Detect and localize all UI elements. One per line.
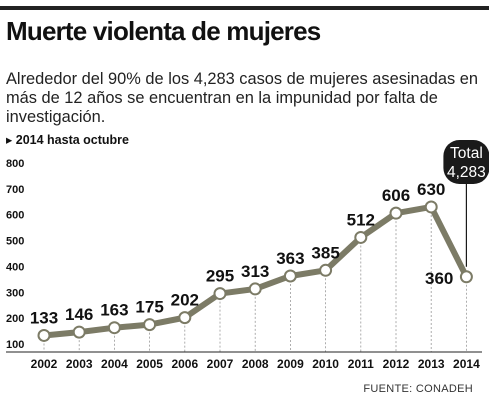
y-axis-ticks: 800 700 600 500 400 300 200 100 xyxy=(6,158,24,351)
data-point xyxy=(37,328,51,342)
data-point xyxy=(389,206,403,220)
data-point xyxy=(424,200,438,214)
source-note: FUENTE: CONADEH xyxy=(363,383,473,395)
grid-lines xyxy=(43,214,467,352)
x-tick-label: 2011 xyxy=(348,357,374,371)
y-tick-label: 100 xyxy=(6,339,24,351)
chart-note: ▸ 2014 hasta octubre xyxy=(6,133,129,147)
x-tick-label: 2002 xyxy=(31,357,58,371)
data-point xyxy=(319,263,333,277)
data-label: 163 xyxy=(100,301,128,320)
x-tick-label: 2003 xyxy=(66,357,93,371)
data-label: 295 xyxy=(206,267,234,286)
data-point xyxy=(143,318,157,332)
data-label: 175 xyxy=(135,298,163,317)
top-rule xyxy=(0,6,489,10)
x-tick-label: 2009 xyxy=(277,357,304,371)
data-point xyxy=(283,269,297,283)
data-label: 313 xyxy=(241,262,269,281)
total-label: Total xyxy=(450,145,483,162)
x-tick-label: 2008 xyxy=(242,357,269,371)
data-label: 512 xyxy=(347,210,375,229)
data-point xyxy=(107,321,121,335)
total-value: 4,283 xyxy=(447,164,486,181)
data-point xyxy=(459,270,473,284)
data-label: 133 xyxy=(30,308,58,327)
data-labels: 133 146 163 175 202 295 313 363 385 512 606 630 360 xyxy=(30,180,454,328)
data-point xyxy=(178,311,192,325)
x-tick-label: 2004 xyxy=(101,357,128,371)
data-point xyxy=(354,230,368,244)
data-point xyxy=(248,282,262,296)
y-tick-label: 700 xyxy=(6,184,24,196)
y-tick-label: 300 xyxy=(6,287,24,299)
x-tick-label: 2014 xyxy=(453,357,480,371)
data-point xyxy=(213,287,227,301)
x-tick-label: 2010 xyxy=(312,357,339,371)
x-tick-label: 2005 xyxy=(136,357,163,371)
y-tick-label: 200 xyxy=(6,313,24,325)
x-tick-label: 2012 xyxy=(383,357,410,371)
data-label: 146 xyxy=(65,305,93,324)
data-label: 606 xyxy=(382,186,410,205)
data-label: 202 xyxy=(171,291,199,310)
data-label: 360 xyxy=(425,269,453,288)
data-label: 630 xyxy=(417,180,445,199)
x-tick-label: 2013 xyxy=(418,357,445,371)
data-label: 363 xyxy=(276,249,304,268)
data-point xyxy=(72,325,86,339)
chart-title: Muerte violenta de mujeres xyxy=(6,16,321,46)
x-axis-ticks: 2002 2003 2004 2005 2006 2007 2008 2009 2010 2011… xyxy=(31,357,480,371)
data-points xyxy=(37,200,473,342)
y-tick-label: 600 xyxy=(6,210,24,222)
total-badge-bg xyxy=(443,140,489,184)
y-tick-label: 400 xyxy=(6,261,24,273)
data-label: 385 xyxy=(311,243,339,262)
chart-subtitle: Alrededor del 90% de los 4,283 casos de … xyxy=(6,70,478,126)
y-tick-label: 800 xyxy=(6,158,24,170)
y-tick-label: 500 xyxy=(6,236,24,248)
x-tick-label: 2007 xyxy=(207,357,234,371)
total-badge: Total 4,283 xyxy=(443,140,489,267)
x-tick-label: 2006 xyxy=(171,357,198,371)
